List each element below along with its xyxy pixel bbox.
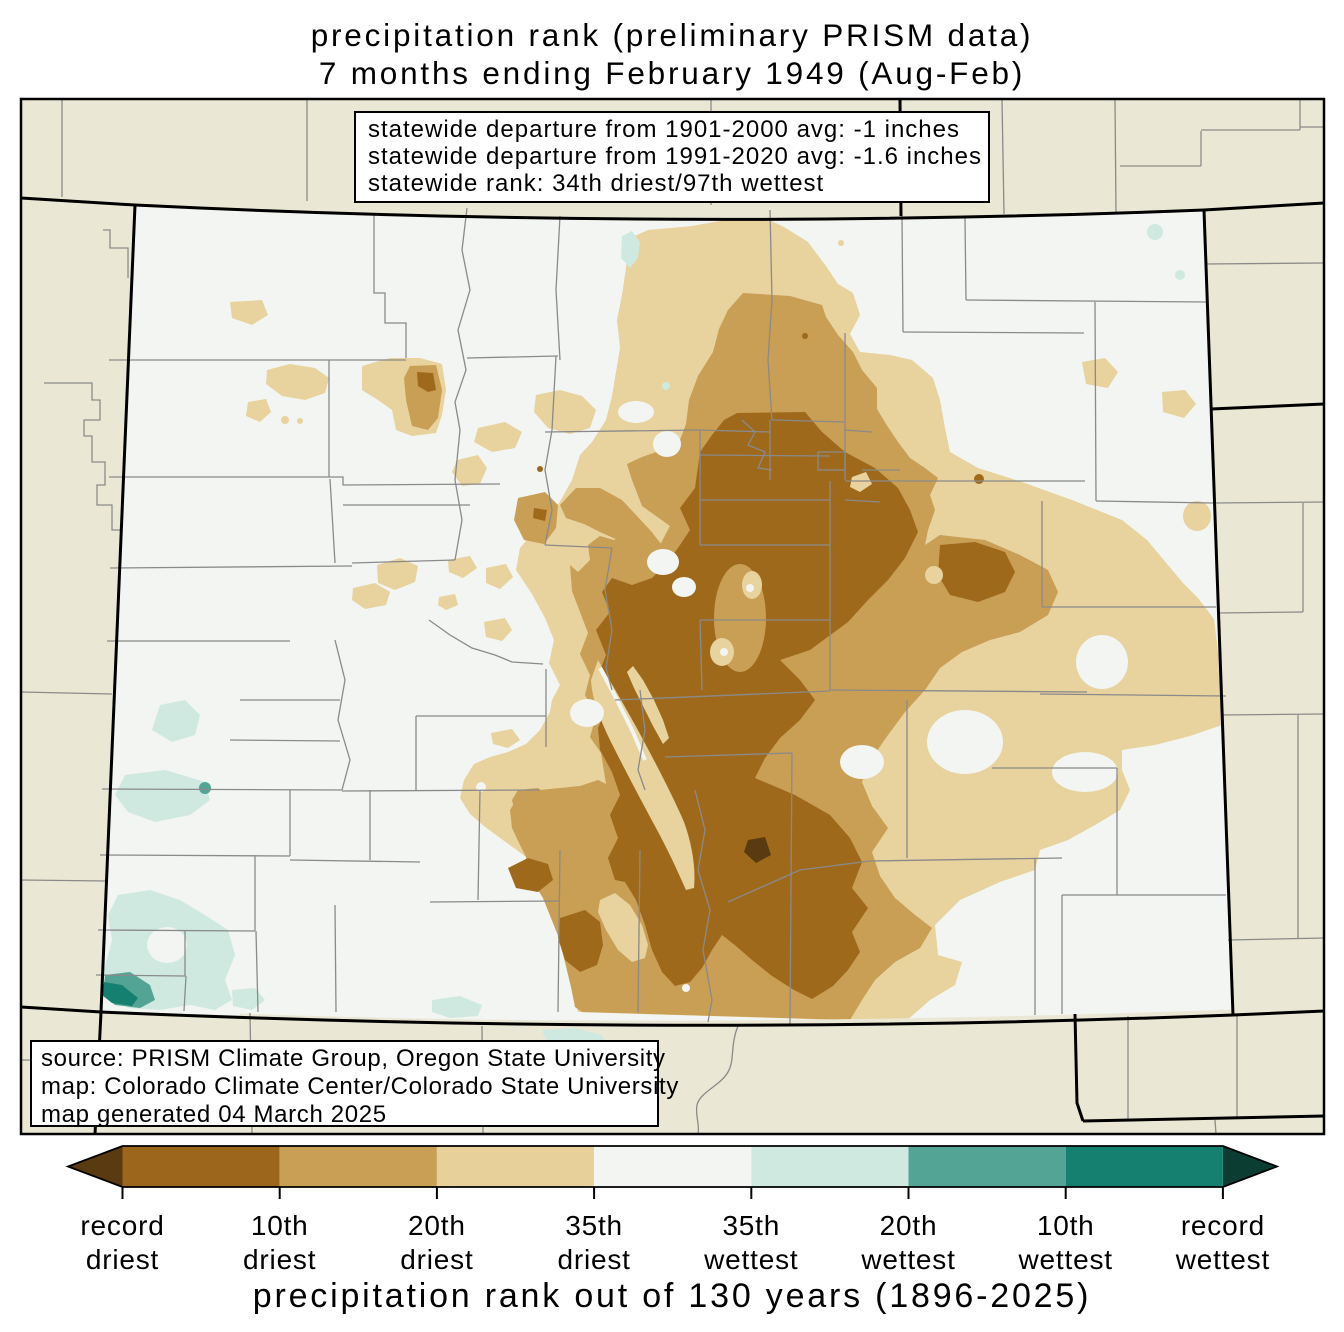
svg-text:35th: 35th [722,1210,780,1241]
svg-text:driest: driest [243,1244,316,1275]
svg-text:wettest: wettest [703,1244,798,1275]
svg-text:20th: 20th [880,1210,938,1241]
svg-text:10th: 10th [251,1210,309,1241]
svg-text:map generated 04 March 2025: map generated 04 March 2025 [41,1101,387,1128]
svg-text:statewide departure from 1991-: statewide departure from 1991-2020 avg: … [368,143,982,170]
svg-text:precipitation rank out of 130: precipitation rank out of 130 years (189… [253,1277,1091,1315]
svg-text:driest: driest [86,1244,159,1275]
svg-text:wettest: wettest [1018,1244,1113,1275]
svg-text:map: Colorado Climate Center/C: map: Colorado Climate Center/Colorado St… [41,1073,679,1100]
svg-text:driest: driest [400,1244,473,1275]
svg-text:record: record [1181,1210,1265,1241]
svg-text:precipitation rank (preliminar: precipitation rank (preliminary PRISM da… [311,17,1034,53]
svg-text:10th: 10th [1037,1210,1095,1241]
svg-text:statewide rank: 34th driest/97: statewide rank: 34th driest/97th wettest [368,170,824,197]
svg-text:wettest: wettest [1175,1244,1270,1275]
svg-text:driest: driest [557,1244,630,1275]
svg-text:35th: 35th [565,1210,623,1241]
svg-text:statewide departure from 1901-: statewide departure from 1901-2000 avg: … [368,116,960,143]
svg-text:source: PRISM Climate Group, O: source: PRISM Climate Group, Oregon Stat… [41,1045,666,1072]
svg-text:7 months ending February 1949: 7 months ending February 1949 (Aug-Feb) [319,55,1025,91]
svg-text:wettest: wettest [860,1244,955,1275]
svg-text:20th: 20th [408,1210,466,1241]
svg-text:record: record [80,1210,164,1241]
